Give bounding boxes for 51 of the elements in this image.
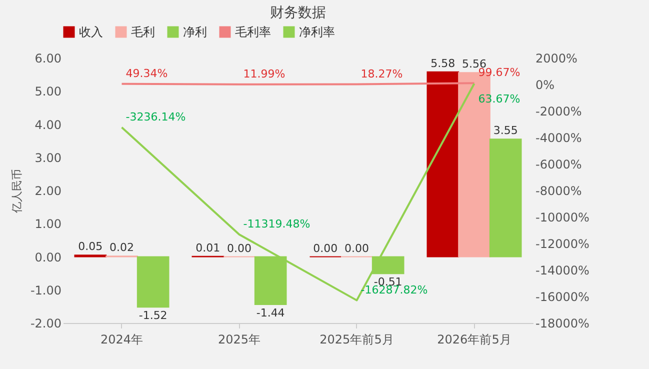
chart-title: 财务数据 — [270, 5, 326, 21]
data-label: -1.44 — [256, 306, 285, 320]
data-label: -3236.14% — [126, 110, 186, 124]
y2-tick-label: -6000% — [536, 158, 582, 172]
y2-tick-label: -2000% — [536, 104, 582, 118]
y-tick-label: 2.00 — [34, 184, 62, 198]
data-label: 3.55 — [493, 124, 518, 138]
x-tick-label: 2025年 — [218, 332, 261, 346]
legend-label: 净利 — [183, 25, 207, 39]
y2-tick-label: -4000% — [536, 131, 582, 145]
data-label: 0.05 — [78, 240, 103, 254]
bar — [426, 71, 460, 258]
data-label: 0.01 — [196, 241, 220, 254]
data-label: -11319.48% — [243, 217, 310, 230]
bar — [372, 256, 404, 274]
legend-label: 收入 — [79, 25, 103, 39]
legend-label: 净利率 — [299, 25, 335, 39]
y2-tick-label: 0% — [536, 78, 555, 92]
data-label: 18.27% — [360, 67, 403, 80]
x-tick-label: 2026年前5月 — [437, 332, 512, 346]
data-label: 0.00 — [344, 242, 369, 255]
y-tick-label: 6.00 — [34, 52, 62, 66]
data-label: 49.34% — [126, 66, 168, 80]
y-tick-label: -1.00 — [30, 283, 62, 298]
legend-label: 毛利率 — [235, 25, 271, 39]
y-tick-label: -2.00 — [30, 316, 62, 330]
data-label: 0.00 — [227, 242, 252, 255]
y2-tick-label: -16000% — [536, 290, 590, 304]
legend-label: 毛利 — [131, 25, 155, 39]
y2-tick-label: -18000% — [536, 316, 590, 330]
data-label: 0.02 — [110, 241, 134, 254]
bar — [136, 256, 170, 308]
y-tick-label: 0.00 — [34, 250, 62, 264]
y2-tick-label: -14000% — [536, 264, 590, 278]
data-label: 63.67% — [478, 92, 520, 106]
y-axis-title: 亿人民币 — [10, 169, 24, 214]
y2-tick-label: -12000% — [536, 237, 590, 251]
x-tick-label: 2025年前5月 — [320, 332, 394, 346]
data-label: 11.99% — [243, 67, 286, 80]
data-label: 0.00 — [313, 242, 338, 255]
y-tick-label: 1.00 — [34, 217, 62, 232]
data-label: -1.52 — [138, 309, 168, 322]
y2-tick-label: -8000% — [536, 184, 582, 198]
x-tick-label: 2024年 — [100, 332, 144, 346]
data-label: 5.58 — [430, 56, 456, 70]
y-tick-label: 5.00 — [34, 84, 62, 99]
bar — [489, 138, 522, 258]
y-tick-label: 3.00 — [34, 150, 62, 165]
y-tick-label: 4.00 — [34, 118, 62, 132]
y2-tick-label: -10000% — [536, 210, 590, 224]
y2-tick-label: 2000% — [536, 52, 578, 66]
